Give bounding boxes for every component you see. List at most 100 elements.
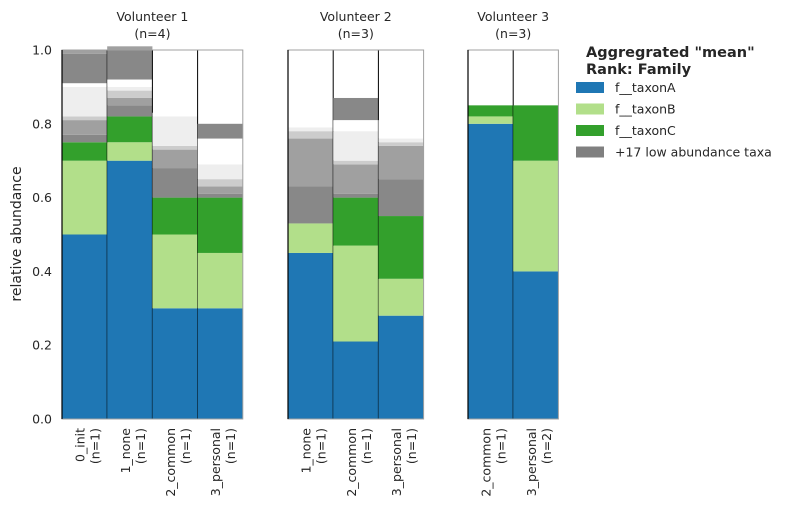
x-tick-label: 2_common [344, 428, 359, 497]
bar-stack [288, 101, 334, 419]
x-tick-label-count: (n=1) [314, 428, 329, 464]
x-tick-label: 1_none [118, 428, 133, 474]
bar-segment-low-abundance [378, 145, 424, 180]
bar-segment-low-abundance [333, 160, 379, 165]
bar-segment-low-abundance [288, 138, 334, 187]
bar-segment-low-abundance [107, 86, 153, 91]
panel-subtitle: (n=3) [495, 26, 531, 41]
bar-segment-low-abundance [152, 149, 198, 169]
y-tick-label: 0.6 [32, 190, 52, 205]
bar-stack [62, 50, 108, 419]
bar-segment-taxonC [107, 116, 153, 143]
legend-title-line1: Aggregrated "mean" [586, 45, 755, 61]
bar-segment-low-abundance [152, 168, 198, 198]
legend-entry-label: f__taxonA [615, 80, 676, 95]
y-tick-label: 0.0 [32, 412, 52, 427]
y-axis-label: relative abundance [9, 166, 25, 301]
bar-segment-taxonA [468, 123, 514, 420]
chart-panels: Volunteer 1(n=4)0_init (n=1) 1_none (n=1) 2_… [61, 9, 559, 497]
bar-segment-taxonB [513, 160, 559, 272]
bar-stack [378, 120, 424, 419]
bar-segment-low-abundance [62, 86, 108, 117]
x-tick-label: 3_personal [208, 428, 223, 496]
bar-segment-low-abundance [288, 186, 334, 224]
bar-stack [107, 46, 153, 419]
bar-segment-low-abundance [333, 164, 379, 194]
bar-segment-taxonC [197, 197, 243, 253]
bar-segment-low-abundance [107, 105, 153, 117]
bar-segment-low-abundance [62, 116, 108, 121]
x-tick-label: 3_personal [524, 428, 539, 496]
bar-stack [333, 97, 379, 419]
bar-segment-taxonA [107, 160, 153, 419]
bar-segment-low-abundance [62, 120, 108, 135]
bar-segment-taxonB [333, 245, 379, 342]
bar-segment-taxonB [152, 234, 198, 309]
y-tick-label: 0.8 [32, 116, 52, 131]
bar-stack [152, 112, 198, 419]
panel-title: Volunteer 1 [116, 9, 188, 24]
panel-subtitle: (n=3) [338, 26, 374, 41]
bar-segment-low-abundance [288, 101, 334, 128]
bar-segment-low-abundance [378, 179, 424, 217]
legend-entry-label: f__taxonB [615, 102, 676, 117]
bar-segment-low-abundance [197, 186, 243, 194]
bar-segment-low-abundance [288, 131, 334, 139]
bar-segment-taxonB [197, 252, 243, 309]
bar-segment-taxonB [107, 142, 153, 161]
bar-segment-taxonC [152, 197, 198, 235]
x-tick-label: 3_personal [389, 428, 404, 496]
legend-entries: f__taxonA f__taxonB f__taxonC +17 low abund… [576, 80, 772, 160]
bar-segment-low-abundance [333, 97, 379, 121]
x-tick-label-count: (n=1) [178, 428, 193, 464]
x-tick-label-count: (n=1) [88, 428, 103, 464]
bar-segment-low-abundance [333, 131, 379, 161]
x-tick-label-count: (n=1) [494, 428, 509, 464]
bar-segment-taxonA [288, 252, 334, 419]
bar-segment-taxonB [62, 160, 108, 235]
bar-segment-low-abundance [107, 90, 153, 98]
bar-segment-taxonC [468, 105, 514, 117]
panel-3: Volunteer 3 (n=3) 2_common (n=1) 3_personal(… [467, 9, 559, 497]
bar-segment-low-abundance [107, 79, 153, 87]
panel-1: Volunteer 1(n=4)0_init (n=1) 1_none (n=1) 2_… [61, 9, 244, 497]
x-tick-label: 2_common [479, 428, 494, 497]
bar-segment-low-abundance [152, 145, 198, 150]
x-tick-label: 0_init [73, 428, 88, 462]
legend-title-line2: Rank: Family [586, 62, 692, 78]
bar-segment-taxonA [513, 271, 559, 419]
bar-segment-taxonC [513, 105, 559, 161]
bar-segment-low-abundance [152, 116, 198, 146]
bar-stack [468, 105, 514, 420]
panel-2: Volunteer 2(n=3)1_none (n=1) 2_common (n=1)… [287, 9, 425, 497]
legend-entry-label: f__taxonC [615, 123, 676, 138]
bar-segment-taxonA [378, 315, 424, 419]
bar-segment-taxonC [378, 216, 424, 279]
x-tick-label-count: (n=1) [359, 428, 374, 464]
x-tick-label-count: (n=1) [223, 428, 238, 464]
y-tick-label: 0.2 [32, 338, 52, 353]
panel-title: Volunteer 2 [320, 9, 392, 24]
bar-segment-low-abundance [378, 120, 424, 139]
bar-segment-low-abundance [378, 138, 424, 143]
y-tick-label: 1.0 [32, 43, 52, 58]
x-tick-label: 1_none [299, 428, 314, 474]
bar-segment-low-abundance [197, 179, 243, 187]
bar-stack [197, 123, 243, 419]
bar-segment-taxonA [197, 308, 243, 419]
bar-segment-low-abundance [62, 134, 108, 143]
bar-segment-low-abundance [107, 97, 153, 106]
bar-segment-taxonB [468, 116, 514, 124]
x-tick-label: 2_common [163, 428, 178, 497]
bar-segment-low-abundance [107, 46, 153, 50]
legend-swatch [576, 103, 604, 115]
bar-segment-low-abundance [62, 53, 108, 84]
bar-segment-low-abundance [62, 50, 108, 54]
bar-segment-low-abundance [107, 50, 153, 80]
bar-segment-taxonB [378, 278, 424, 316]
legend-entry-label: +17 low abundance taxa [615, 145, 772, 160]
bar-stack [513, 105, 559, 419]
bar-segment-low-abundance [197, 164, 243, 180]
bar-segment-low-abundance [197, 138, 243, 165]
